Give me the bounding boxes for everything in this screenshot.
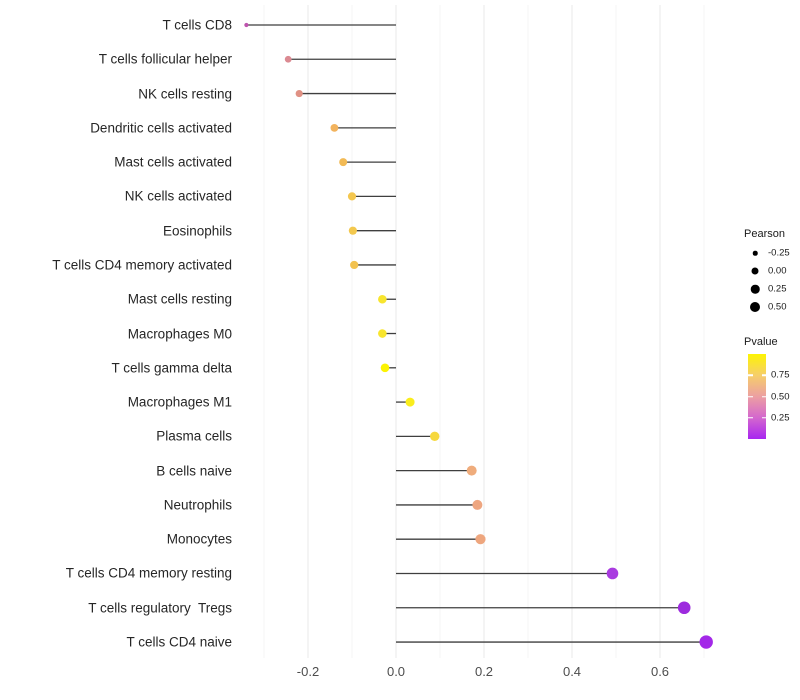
y-axis-label: NK cells resting [138, 86, 232, 102]
colorbar-tick-mark [748, 417, 753, 419]
lollipop-dot [380, 363, 390, 373]
lollipop-dot [378, 329, 387, 338]
y-axis-label: Mast cells activated [114, 154, 232, 170]
legend-size-label: -0.25 [768, 247, 790, 259]
legend-size-dot [750, 284, 760, 294]
y-axis-label: Neutrophils [163, 497, 232, 513]
legend-size-label: 0.50 [768, 301, 787, 313]
lollipop-dot [284, 55, 292, 63]
lollipop-dot [699, 635, 713, 649]
colorbar-tick-label: 0.50 [771, 391, 790, 402]
lollipop-dot [472, 499, 483, 510]
legend-pvalue: Pvalue [744, 336, 778, 354]
lollipop-dot [244, 22, 249, 28]
y-axis-label: T cells CD4 naive [126, 634, 232, 650]
lollipop-dot [339, 158, 348, 167]
y-axis-label: Mast cells resting [127, 291, 232, 307]
y-axis-label: T cells follicular helper [98, 51, 232, 67]
y-axis-label: T cells gamma delta [111, 360, 232, 376]
colorbar-tick-mark [748, 374, 753, 376]
lollipop-dot [330, 123, 339, 132]
colorbar-tick-mark [761, 374, 766, 376]
colorbar-tick-mark [761, 417, 766, 419]
y-axis-label: Dendritic cells activated [90, 120, 232, 136]
legend-size-dot [752, 250, 758, 256]
lollipop-dot [466, 465, 477, 476]
lollipop-dot [348, 226, 357, 235]
lollipop-dot [606, 567, 619, 580]
lollipop-dot [378, 294, 387, 304]
colorbar-tick-label: 0.25 [771, 412, 790, 424]
y-axis-label: Monocytes [166, 531, 232, 547]
y-axis-label: T cells CD4 memory resting [65, 565, 232, 581]
legend-size-dot [751, 267, 759, 275]
x-tick-label: 0.2 [474, 664, 494, 679]
legend-size-dot [750, 302, 760, 312]
y-axis-label: Eosinophils [162, 223, 232, 239]
y-axis-label: T cells CD4 memory activated [52, 257, 232, 273]
lollipop-dot [295, 89, 303, 98]
y-axis-label: Macrophages M0 [127, 326, 232, 342]
y-axis-label: B cells naive [156, 463, 232, 479]
x-tick-label: -0.2 [296, 664, 320, 679]
colorbar-tick-label: 0.75 [771, 369, 790, 381]
x-tick-label: 0.4 [562, 664, 582, 679]
x-tick-label: 0.0 [386, 664, 406, 679]
lollipop-dot [475, 534, 486, 545]
lollipop-dot [405, 397, 415, 407]
y-axis-label: T cells CD8 [162, 17, 232, 33]
colorbar-tick-mark [761, 395, 766, 398]
x-tick-label: 0.6 [650, 664, 670, 679]
legend-size-label: 0.25 [768, 283, 787, 295]
lollipop-dot [347, 192, 357, 201]
lollipop-dot [677, 601, 691, 615]
legend-pvalue-title: Pvalue [744, 336, 778, 348]
lollipop-dot [350, 260, 359, 270]
y-axis-label: NK cells activated [124, 188, 232, 204]
y-axis-label: Plasma cells [156, 428, 232, 444]
legend-pearson-title: Pearson [744, 228, 785, 240]
lollipop-dot [430, 431, 440, 442]
colorbar-tick-mark [748, 395, 753, 398]
legend-size-label: 0.00 [768, 265, 787, 277]
y-axis-label: T cells regulatory Tregs [88, 600, 232, 616]
y-axis-label: Macrophages M1 [127, 394, 232, 410]
legend-pearson: Pearson -0.25 0.00 0.25 0.50 [744, 228, 790, 313]
